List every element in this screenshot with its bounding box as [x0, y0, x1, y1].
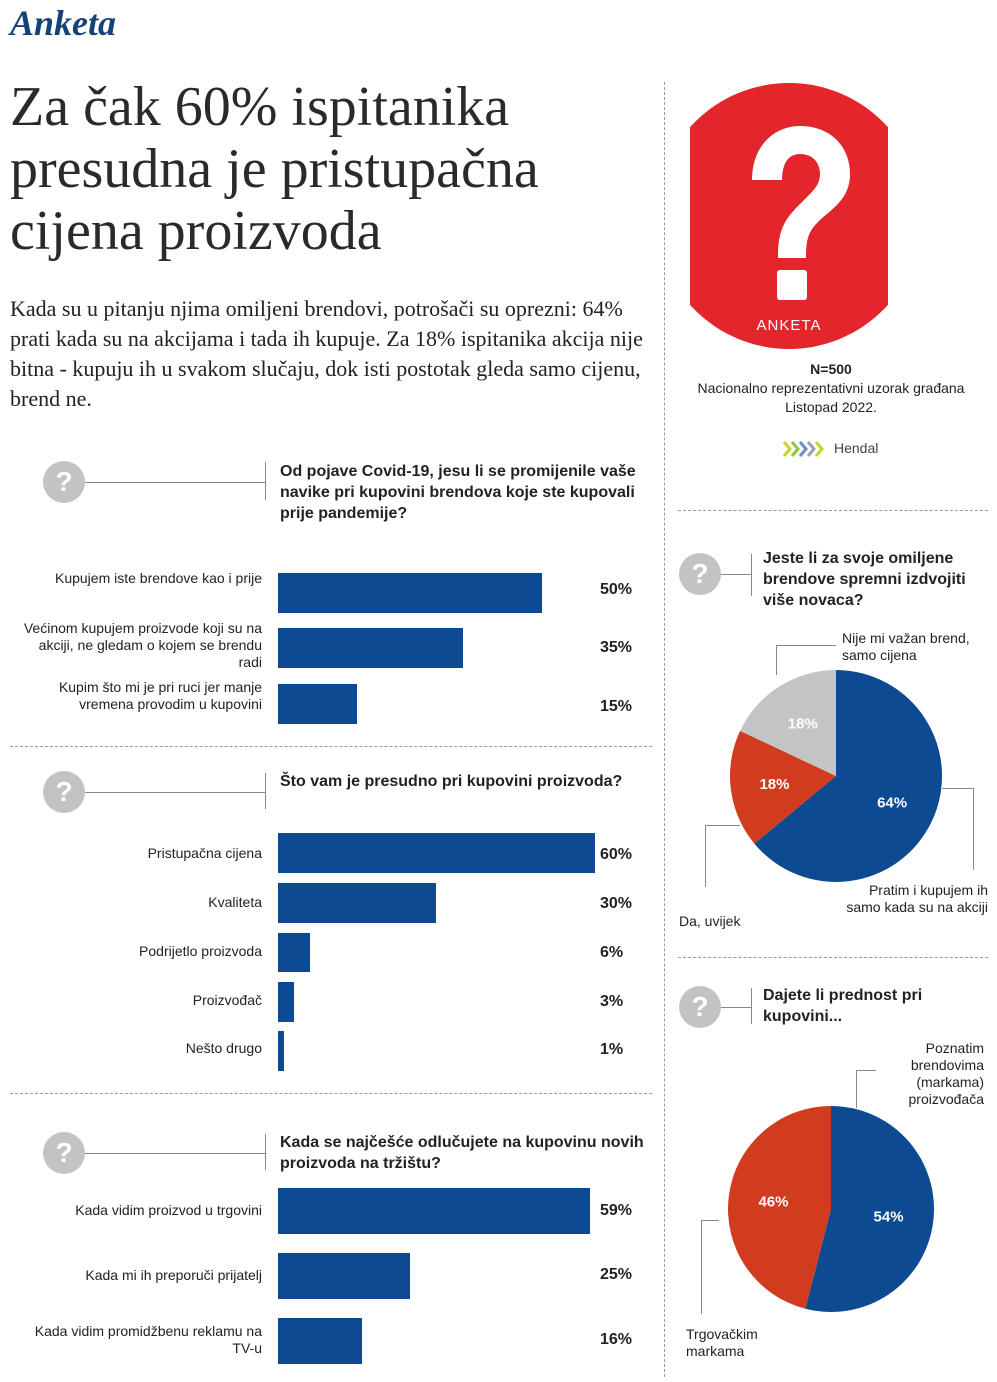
headline: Za čak 60% ispitanika presudna je pristu…	[10, 76, 539, 262]
bar	[278, 573, 542, 613]
bar-value: 50%	[600, 581, 633, 598]
left-divider-2	[10, 1093, 652, 1094]
bar-label: Kvaliteta	[208, 894, 262, 910]
pie-slice-label: 18%	[788, 716, 818, 733]
right-divider-1	[678, 510, 988, 511]
pie1-leader-akcija	[973, 788, 974, 870]
bar-value: 60%	[600, 846, 633, 863]
hendal-logo	[782, 441, 824, 457]
question-title: Jeste li za svoje omiljene brendove spre…	[763, 550, 966, 609]
question-leader-bar	[265, 1134, 266, 1170]
question-leader	[85, 792, 265, 793]
pie1-label-cijena: Nije mi važan brend, samo cijena	[842, 630, 970, 663]
pie1-leader-cijena-h	[776, 645, 836, 646]
pie2-leader-trgovacke-h	[701, 1220, 719, 1221]
bar	[278, 1031, 284, 1071]
bar	[278, 628, 463, 668]
bar	[278, 833, 595, 873]
survey-date: Listopad 2022.	[785, 399, 877, 415]
bar-label: Pristupačna cijena	[147, 845, 262, 861]
bar	[278, 1253, 410, 1299]
pie-chart-1: 64% 18% 18%	[730, 670, 942, 882]
bar-label: Većinom kupujem proizvode koji su na akc…	[23, 620, 262, 670]
question-icon: ?	[43, 1132, 85, 1174]
pie1-leader-uvijek-h	[705, 825, 740, 826]
bar-value: 25%	[600, 1266, 633, 1283]
question-leader	[721, 1007, 751, 1008]
pie-slice-label: 54%	[874, 1208, 904, 1225]
lede-paragraph: Kada su u pitanju njima omiljeni brendov…	[10, 296, 643, 411]
pie-slice	[728, 1106, 831, 1309]
bar-label: Kada vidim promidžbenu reklamu na TV-u	[34, 1323, 262, 1356]
question-icon: ?	[43, 771, 85, 813]
bar-value: 16%	[600, 1331, 633, 1348]
question-leader	[721, 574, 751, 575]
bar-value: 1%	[600, 1041, 624, 1058]
pie-slice	[754, 670, 942, 882]
bar	[278, 1188, 590, 1234]
question-title: Dajete li prednost pri kupovini...	[763, 987, 923, 1025]
bar	[278, 883, 437, 923]
column-divider	[664, 82, 665, 1377]
question-title: Što vam je presudno pri kupovini proizvo…	[280, 773, 623, 790]
bar	[278, 1318, 363, 1364]
bar-label: Kupim što mi je pri ruci jer manje vreme…	[58, 679, 262, 712]
survey-n: N=500	[810, 361, 852, 377]
bar	[278, 684, 358, 724]
bar-label: Kada vidim proizvod u trgovini	[75, 1202, 262, 1218]
bar-value: 15%	[600, 698, 633, 715]
bar-value: 6%	[600, 944, 624, 961]
bar-label: Kupujem iste brendove kao i prije	[54, 570, 262, 586]
left-divider-1	[10, 746, 652, 747]
pie2-leader-brendovi-h	[856, 1070, 876, 1071]
pie2-label-brendovi: Poznatim brendovima (markama) proizvođač…	[908, 1040, 985, 1107]
question-title: Od pojave Covid-19, jesu li se promijeni…	[280, 463, 636, 522]
question-icon: ?	[679, 986, 721, 1028]
bar-value: 35%	[600, 639, 633, 656]
anketa-badge: ANKETA	[690, 83, 888, 349]
pie2-leader-trgovacke	[701, 1220, 702, 1314]
question-icon: ?	[43, 461, 85, 503]
pie1-label-akcija: Pratim i kupujem ih samo kada su na akci…	[846, 882, 988, 915]
pie-slice	[730, 730, 836, 844]
question-title: Kada se najčešće odlučujete na kupovinu …	[280, 1134, 644, 1172]
bar-label: Kada mi ih preporuči prijatelj	[85, 1267, 262, 1283]
bar-label: Nešto drugo	[185, 1040, 262, 1056]
right-divider-2	[678, 957, 988, 958]
bar-label: Proizvođač	[192, 992, 262, 1008]
badge-circle	[690, 83, 888, 349]
pie2-leader-brendovi	[856, 1070, 857, 1108]
question-mark-icon	[752, 126, 850, 300]
survey-sample: Nacionalno reprezentativni uzorak građan…	[697, 380, 965, 396]
question-leader-bar	[265, 773, 266, 809]
pie-slice-label: 46%	[758, 1194, 788, 1211]
pie-slice	[805, 1106, 934, 1312]
question-leader	[85, 1153, 265, 1154]
hendal-logo-text: Hendal	[834, 440, 879, 456]
question-icon: ?	[679, 553, 721, 595]
bar	[278, 982, 294, 1022]
question-leader-bar	[751, 554, 752, 596]
pie1-leader-akcija-h	[942, 788, 973, 789]
pie-slice-label: 18%	[759, 776, 789, 793]
bar-value: 59%	[600, 1202, 633, 1219]
bar	[278, 933, 310, 972]
pie-slice-label: 64%	[877, 794, 907, 811]
bar-label: Podrijetlo proizvoda	[139, 943, 262, 959]
question-leader-bar	[751, 988, 752, 1024]
bar-value: 3%	[600, 993, 624, 1010]
question-leader	[85, 482, 265, 483]
pie1-leader-uvijek	[705, 825, 706, 887]
pie-slice	[740, 670, 836, 776]
pie1-label-uvijek: Da, uvijek	[679, 913, 741, 929]
pie-chart-2: 54% 46%	[728, 1106, 934, 1312]
bar-value: 30%	[600, 895, 633, 912]
pie2-label-trgovacke: Trgovačkim markama	[686, 1326, 758, 1359]
badge-label: ANKETA	[757, 317, 822, 334]
question-leader-bar	[265, 462, 266, 500]
pie1-leader-cijena	[776, 645, 777, 675]
section-kicker: Anketa	[10, 3, 117, 43]
